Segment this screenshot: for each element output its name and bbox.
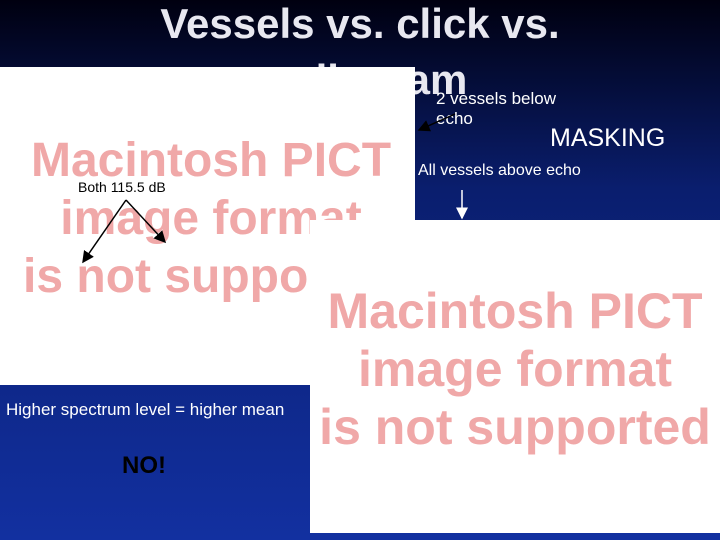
annotation: Both 115.5 dB [78,179,166,195]
placeholder-line: Macintosh PICT [327,283,703,339]
annotation: NO! [122,452,166,479]
annotation: Higher spectrum level = higher mean [6,400,285,419]
arrow [82,199,127,264]
placeholder-line: image format [358,341,672,397]
annotation: All vessels above echo [418,162,581,179]
annotation: 2 vessels below echo [436,89,557,128]
placeholder-line: Macintosh PICT [30,134,392,187]
arrow [125,199,167,244]
placeholder-text: Macintosh PICT image format is not suppo… [310,282,720,456]
arrow [417,113,456,132]
image-placeholder: Macintosh PICT image format is not suppo… [310,220,720,533]
placeholder-line: is not supported [319,399,711,455]
annotation: MASKING [550,124,666,152]
